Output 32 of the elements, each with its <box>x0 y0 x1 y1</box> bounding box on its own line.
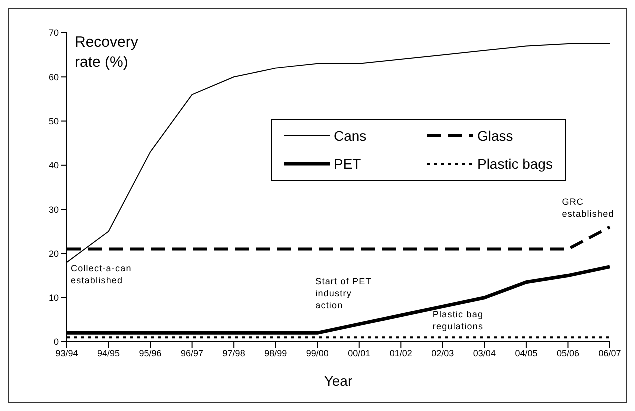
x-tick-label: 06/07 <box>598 348 622 358</box>
y-tick-label: 50 <box>48 116 59 126</box>
x-tick-label: 93/94 <box>56 348 78 358</box>
x-tick-label: 01/02 <box>390 348 412 358</box>
x-tick-label: 97/98 <box>222 348 246 358</box>
annotation: GRC established <box>562 197 614 220</box>
x-tick-label: 94/95 <box>98 348 120 358</box>
annotation: Plastic bag regulations <box>432 309 484 332</box>
y-tick-label: 10 <box>48 293 59 304</box>
y-tick-label: 0 <box>54 337 59 348</box>
y-axis-title: Recovery rate (%) <box>75 34 139 71</box>
x-tick-label: 95/96 <box>139 348 162 358</box>
x-tick-label: 98/99 <box>264 348 288 358</box>
annotation: Collect-a-can established <box>71 263 132 286</box>
legend-label: Cans <box>334 128 367 144</box>
x-tick-label: 04/05 <box>515 348 538 358</box>
x-tick-label: 02/03 <box>432 348 454 358</box>
x-tick-label: 03/04 <box>473 348 496 358</box>
x-tick-label: 00/01 <box>348 348 371 358</box>
y-tick-label: 40 <box>48 160 59 171</box>
y-tick-label: 70 <box>48 28 59 38</box>
legend-label: Glass <box>477 128 514 144</box>
legend-label: Plastic bags <box>477 156 553 172</box>
x-tick-label: 99/00 <box>306 348 329 358</box>
legend-label: PET <box>334 156 362 172</box>
y-tick-label: 30 <box>48 204 59 215</box>
y-tick-label: 20 <box>48 248 59 259</box>
x-tick-label: 05/06 <box>556 348 580 358</box>
x-axis-title: Year <box>324 373 353 389</box>
y-tick-label: 60 <box>48 72 59 82</box>
x-tick-label: 96/97 <box>181 348 204 358</box>
annotation: Start of PET industry action <box>316 276 372 311</box>
